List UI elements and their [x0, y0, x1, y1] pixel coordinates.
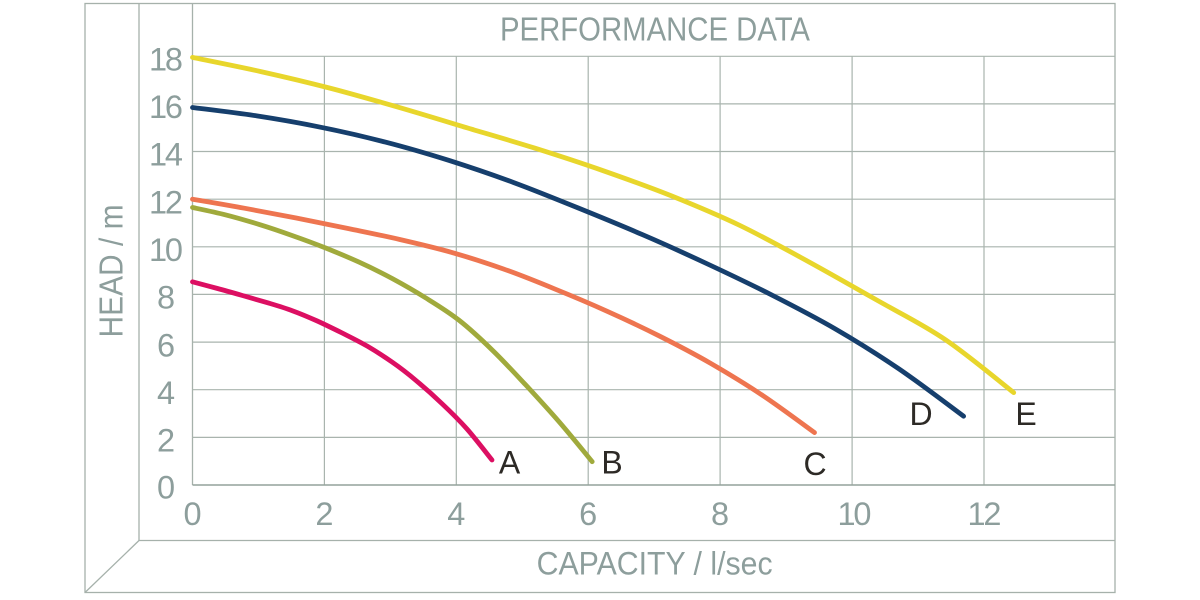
svg-text:4: 4 — [447, 496, 465, 532]
svg-text:8: 8 — [157, 280, 175, 316]
svg-text:PERFORMANCE DATA: PERFORMANCE DATA — [500, 12, 811, 49]
svg-text:12: 12 — [968, 496, 1002, 532]
svg-text:A: A — [499, 445, 521, 481]
svg-text:0: 0 — [157, 470, 175, 506]
svg-text:10: 10 — [149, 232, 183, 268]
svg-text:6: 6 — [579, 496, 597, 532]
svg-text:C: C — [803, 446, 826, 482]
svg-text:10: 10 — [838, 496, 872, 532]
svg-text:E: E — [1015, 396, 1036, 432]
svg-text:2: 2 — [157, 423, 175, 459]
svg-text:16: 16 — [149, 89, 183, 125]
svg-text:2: 2 — [315, 496, 333, 532]
svg-text:18: 18 — [149, 42, 183, 78]
svg-text:CAPACITY / l/sec: CAPACITY / l/sec — [537, 546, 773, 582]
svg-text:B: B — [601, 445, 622, 481]
svg-text:6: 6 — [157, 327, 175, 363]
svg-text:8: 8 — [711, 496, 729, 532]
svg-text:0: 0 — [183, 496, 201, 532]
svg-text:12: 12 — [149, 184, 183, 220]
svg-text:HEAD / m: HEAD / m — [94, 205, 131, 338]
svg-text:14: 14 — [149, 137, 183, 173]
svg-text:D: D — [909, 396, 932, 432]
svg-text:4: 4 — [157, 375, 175, 411]
